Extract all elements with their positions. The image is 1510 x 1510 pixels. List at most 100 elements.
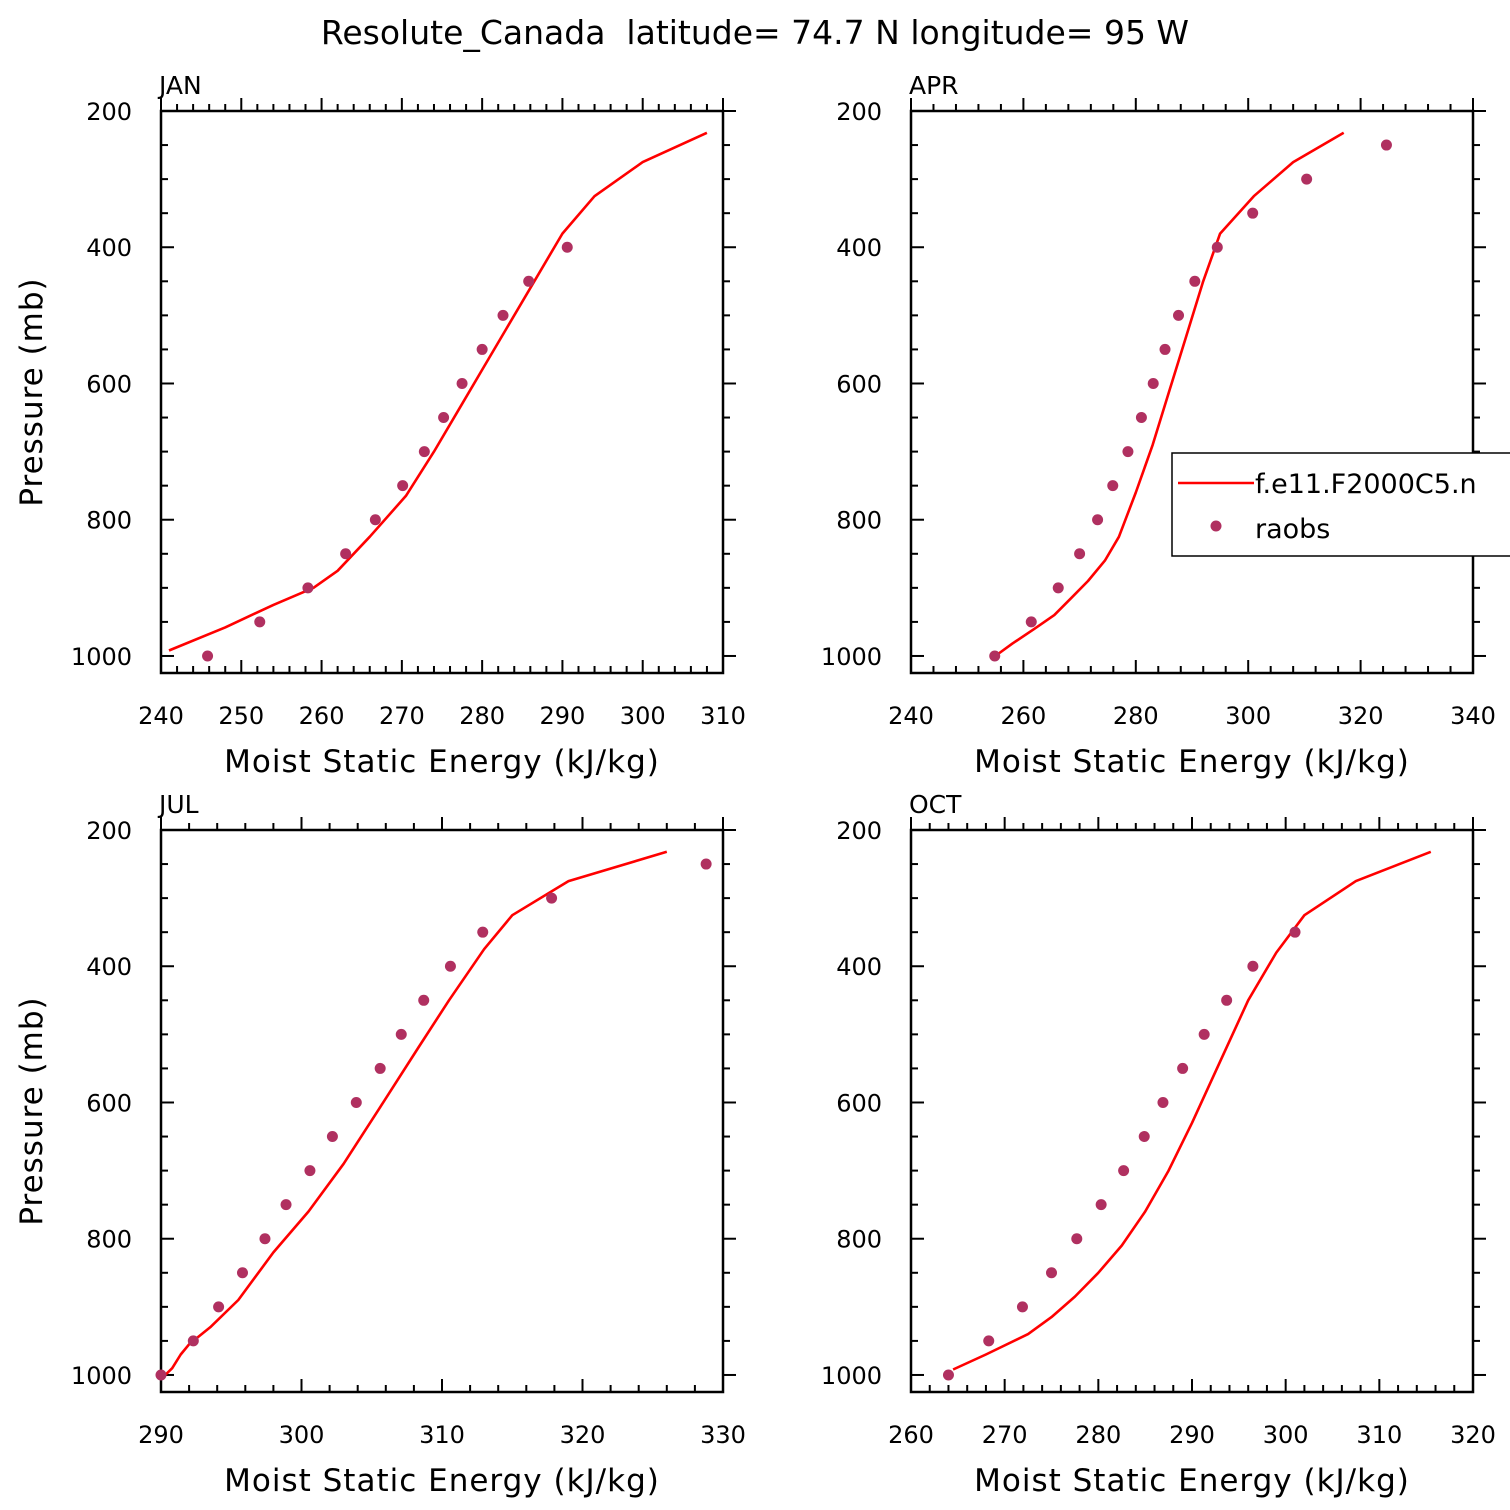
panel-apr: 240 260 280 300 320 340 200 400 600 800 1000 APR Moi…	[821, 71, 1510, 780]
raobs-point	[1092, 514, 1104, 526]
raobs-point	[1198, 1028, 1210, 1040]
x-axis-label: Moist Static Energy (kJ/kg)	[974, 744, 1410, 780]
raobs-point	[1221, 994, 1233, 1006]
raobs-point	[1052, 582, 1064, 594]
y-tick-label: 400	[836, 234, 882, 262]
raobs-point	[374, 1062, 386, 1074]
raobs-point	[1147, 377, 1159, 389]
raobs-point	[1301, 173, 1313, 185]
raobs-point	[1159, 343, 1171, 355]
panel-jan: 240 250 260 270 280 290 300 310 200 400 600 800 1000…	[14, 71, 746, 780]
y-tick-label: 200	[836, 817, 882, 845]
x-tick-label: 240	[138, 702, 184, 730]
panel-label: JUL	[157, 790, 199, 819]
raobs-point	[326, 1131, 338, 1143]
y-tick-label: 800	[836, 1226, 882, 1254]
y-axis-label: Pressure (mb)	[14, 996, 50, 1225]
raobs-point	[1071, 1233, 1083, 1245]
model-profile-line	[164, 850, 668, 1376]
raobs-point	[1107, 480, 1119, 492]
raobs-point	[476, 343, 488, 355]
y-tick-label: 1000	[71, 643, 132, 671]
plot-frame	[909, 109, 1475, 675]
y-tick-label: 600	[836, 1089, 882, 1117]
raobs-point	[1289, 926, 1301, 938]
raobs-point	[259, 1233, 271, 1245]
x-tick-label: 270	[379, 702, 425, 730]
x-tick-label: 280	[1113, 702, 1159, 730]
raobs-point	[418, 446, 430, 458]
raobs-point	[1173, 309, 1185, 321]
x-tick-label: 300	[1263, 1421, 1309, 1449]
raobs-point	[418, 994, 430, 1006]
y-tick-label: 600	[86, 370, 132, 398]
x-tick-label: 260	[1000, 702, 1046, 730]
raobs-point	[1157, 1096, 1169, 1108]
y-tick-label: 600	[836, 370, 882, 398]
x-axis-label: Moist Static Energy (kJ/kg)	[224, 744, 660, 780]
raobs-point	[369, 514, 381, 526]
x-tick-label: 320	[560, 1421, 606, 1449]
y-tick-label: 400	[86, 953, 132, 981]
raobs-point	[1177, 1062, 1189, 1074]
plot-frame	[159, 828, 725, 1394]
plot-frame	[159, 109, 725, 675]
model-profile-line	[952, 850, 1432, 1371]
raobs-point	[1025, 616, 1037, 628]
panel-jul: 290 300 310 320 330 200 400 600 800 1000 JUL Moist …	[14, 790, 746, 1499]
y-tick-label: 200	[836, 98, 882, 126]
raobs-point	[444, 960, 456, 972]
raobs-point	[302, 582, 314, 594]
x-tick-label: 320	[1450, 1421, 1496, 1449]
x-tick-label: 280	[459, 702, 505, 730]
raobs-point	[236, 1267, 248, 1279]
raobs-point	[1046, 1267, 1057, 1279]
y-tick-label: 1000	[71, 1362, 132, 1390]
raobs-point	[989, 650, 1001, 662]
raobs-point	[397, 480, 409, 492]
y-tick-label: 1000	[821, 643, 882, 671]
x-tick-label: 300	[620, 702, 666, 730]
x-tick-label: 300	[279, 1421, 325, 1449]
figure-title: Resolute_Canada latitude= 74.7 N longitu…	[321, 13, 1189, 52]
legend-entry-label: raobs	[1255, 514, 1330, 545]
legend-box	[1171, 452, 1510, 557]
y-tick-label: 200	[86, 817, 132, 845]
raobs-point	[983, 1335, 995, 1347]
x-tick-label: 310	[1356, 1421, 1402, 1449]
raobs-point	[700, 858, 712, 870]
panel-label: OCT	[909, 790, 962, 819]
raobs-point	[1074, 548, 1086, 560]
raobs-point	[340, 548, 352, 560]
raobs-point	[456, 377, 468, 389]
raobs-point	[561, 241, 573, 253]
x-tick-label: 330	[700, 1421, 746, 1449]
x-tick-label: 290	[1169, 1421, 1215, 1449]
model-profile-line	[994, 131, 1345, 658]
y-tick-label: 600	[86, 1089, 132, 1117]
x-tick-label: 340	[1450, 702, 1496, 730]
x-tick-label: 240	[888, 702, 934, 730]
x-tick-label: 250	[218, 702, 264, 730]
x-axis-label: Moist Static Energy (kJ/kg)	[224, 1463, 660, 1499]
raobs-point	[1118, 1165, 1130, 1177]
y-tick-label: 800	[86, 507, 132, 535]
raobs-point	[1189, 275, 1201, 287]
raobs-point	[155, 1369, 167, 1381]
legend-entry-label: f.e11.F2000C5.n	[1255, 469, 1477, 500]
x-axis-label: Moist Static Energy (kJ/kg)	[974, 1463, 1410, 1499]
raobs-point	[1211, 241, 1223, 253]
panel-label: JAN	[157, 71, 202, 100]
raobs-point	[1016, 1301, 1028, 1313]
y-tick-label: 400	[836, 953, 882, 981]
x-tick-label: 320	[1338, 702, 1384, 730]
x-tick-label: 310	[419, 1421, 465, 1449]
raobs-point	[523, 275, 535, 287]
raobs-point	[254, 616, 266, 628]
raobs-point	[546, 892, 558, 904]
raobs-point	[280, 1199, 292, 1211]
x-tick-label: 300	[1225, 702, 1271, 730]
x-tick-label: 290	[138, 1421, 184, 1449]
y-tick-label: 200	[86, 98, 132, 126]
